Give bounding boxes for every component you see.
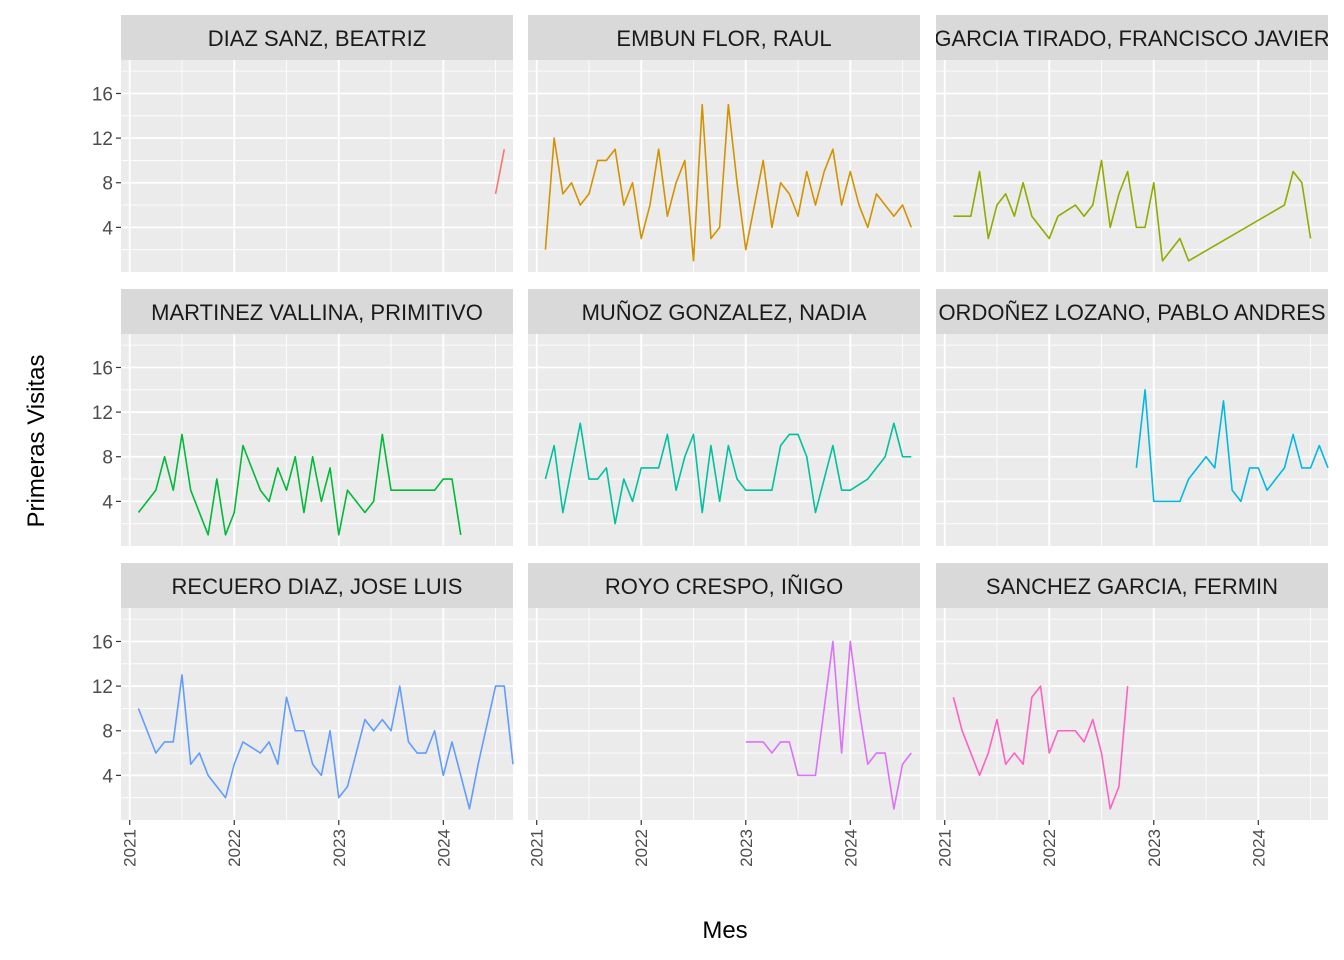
facet-strip-label: ORDOÑEZ LOZANO, PABLO ANDRES xyxy=(938,300,1325,325)
facet-strip xyxy=(121,289,513,334)
facet-strip xyxy=(121,15,513,60)
panel-background xyxy=(121,60,513,272)
series-line xyxy=(137,674,514,810)
y-tick-label: 8 xyxy=(102,448,113,469)
y-tick-label: 12 xyxy=(92,129,113,150)
x-tick-label: 2023 xyxy=(330,829,349,867)
series-line xyxy=(952,685,1129,810)
facet-strip xyxy=(936,289,1328,334)
facet-panel: RECUERO DIAZ, JOSE LUIS 4 8 12 16 2021 2022 202… xyxy=(92,563,514,867)
facet-panel: SANCHEZ GARCIA, FERMIN 2021 2022 2023 2024 xyxy=(936,563,1328,867)
x-tick-label: 2024 xyxy=(1249,829,1268,867)
x-tick-label: 2021 xyxy=(528,829,547,867)
facet-strip xyxy=(528,15,920,60)
facet-strip-label: SANCHEZ GARCIA, FERMIN xyxy=(986,574,1278,599)
x-tick-label: 2024 xyxy=(841,829,860,867)
facet-panel: MUÑOZ GONZALEZ, NADIA xyxy=(528,289,920,546)
y-tick-label: 4 xyxy=(102,492,113,513)
facet-strip-label: MUÑOZ GONZALEZ, NADIA xyxy=(582,300,867,325)
x-tick-label: 2023 xyxy=(1145,829,1164,867)
panel-background xyxy=(528,334,920,546)
facet-panel: ROYO CRESPO, IÑIGO 2021 2022 2023 2024 xyxy=(528,563,920,867)
facet-strip xyxy=(936,15,1328,60)
facet-strip-label: DIAZ SANZ, BEATRIZ xyxy=(208,26,426,51)
panels-layer: DIAZ SANZ, BEATRIZ 4 8 12 16 EMBUN FLOR, RAUL… xyxy=(92,15,1329,867)
facet-panel: GARCIA TIRADO, FRANCISCO JAVIER xyxy=(934,15,1329,272)
y-tick-label: 4 xyxy=(102,766,113,787)
x-tick-label: 2024 xyxy=(434,829,453,867)
panel-background xyxy=(121,334,513,546)
facet-panel: EMBUN FLOR, RAUL xyxy=(528,15,920,272)
series-line xyxy=(494,149,506,195)
y-tick-label: 8 xyxy=(102,722,113,743)
panel-background xyxy=(936,60,1328,272)
series-line xyxy=(953,159,1312,262)
y-tick-label: 4 xyxy=(102,218,113,239)
y-tick-label: 8 xyxy=(102,174,113,195)
facet-strip-label: MARTINEZ VALLINA, PRIMITIVO xyxy=(151,300,483,325)
panel-background xyxy=(528,608,920,820)
x-axis-title: Mes xyxy=(702,917,747,944)
facet-strip-label: ROYO CRESPO, IÑIGO xyxy=(605,574,843,599)
series-line xyxy=(544,422,912,525)
facet-panel: MARTINEZ VALLINA, PRIMITIVO 4 8 12 16 xyxy=(92,289,513,546)
x-tick-label: 2022 xyxy=(1040,829,1059,867)
x-tick-label: 2021 xyxy=(121,829,140,867)
facet-strip xyxy=(528,289,920,334)
facet-panel: ORDOÑEZ LOZANO, PABLO ANDRES xyxy=(936,289,1329,546)
facet-strip-label: RECUERO DIAZ, JOSE LUIS xyxy=(172,574,463,599)
y-tick-label: 12 xyxy=(92,677,113,698)
x-tick-label: 2023 xyxy=(737,829,756,867)
y-tick-label: 16 xyxy=(92,632,113,653)
x-tick-label: 2022 xyxy=(225,829,244,867)
series-line xyxy=(745,640,912,810)
series-line xyxy=(137,433,462,536)
panel-background xyxy=(936,334,1328,546)
facet-strip xyxy=(121,563,513,608)
series-line xyxy=(544,103,913,262)
facet-strip xyxy=(528,563,920,608)
series-line xyxy=(1135,388,1329,503)
y-axis-title: Primeras Visitas xyxy=(23,355,50,528)
y-tick-label: 16 xyxy=(92,358,113,379)
y-tick-label: 16 xyxy=(92,84,113,105)
facet-strip xyxy=(936,563,1328,608)
y-tick-label: 12 xyxy=(92,403,113,424)
facet-panel: DIAZ SANZ, BEATRIZ 4 8 12 16 xyxy=(92,15,513,272)
x-tick-label: 2021 xyxy=(936,829,955,867)
x-tick-label: 2022 xyxy=(632,829,651,867)
panel-background xyxy=(936,608,1328,820)
facet-strip-label: GARCIA TIRADO, FRANCISCO JAVIER xyxy=(934,26,1329,51)
panel-background xyxy=(121,608,513,820)
facet-strip-label: EMBUN FLOR, RAUL xyxy=(616,26,831,51)
